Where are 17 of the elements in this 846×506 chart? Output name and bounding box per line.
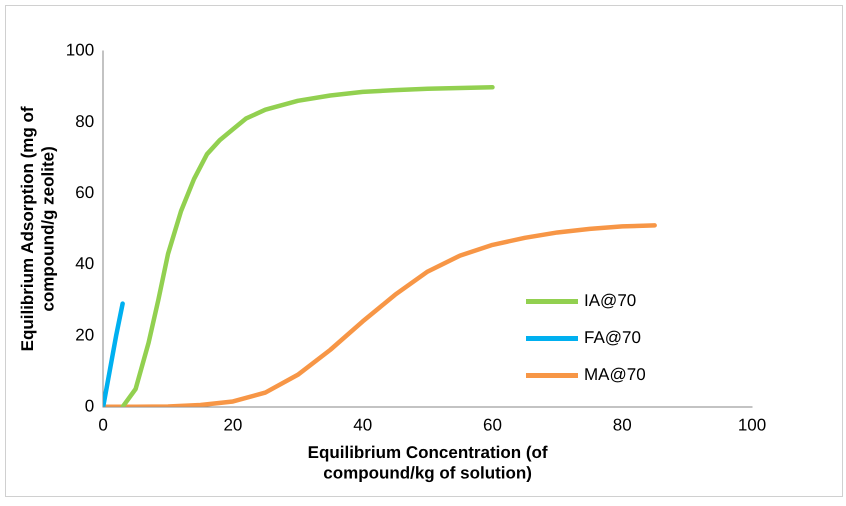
y-tick-label: 100 [66, 40, 94, 60]
x-tick-label: 40 [353, 416, 372, 435]
x-tick-label: 100 [738, 416, 766, 435]
y-axis-title: Equilibrium Adsorption (mg of compound/g zeolite) [18, 106, 58, 352]
x-tick-label: 60 [483, 416, 502, 435]
y-tick-label: 40 [75, 254, 94, 274]
legend-label: FA@70 [584, 328, 641, 348]
y-tick-label: 0 [84, 396, 94, 416]
legend-label: IA@70 [584, 291, 636, 311]
y-tick-label: 80 [75, 112, 94, 131]
legend-label: MA@70 [584, 365, 646, 385]
x-tick-label: 80 [612, 416, 632, 435]
y-tick-label: 60 [75, 183, 94, 202]
y-tick-label: 20 [75, 325, 94, 344]
x-axis-title: Equilibrium Concentration (of compound/kg of solution) [308, 443, 548, 482]
x-tick-label: 20 [223, 416, 242, 435]
x-tick-label: 0 [98, 416, 108, 435]
